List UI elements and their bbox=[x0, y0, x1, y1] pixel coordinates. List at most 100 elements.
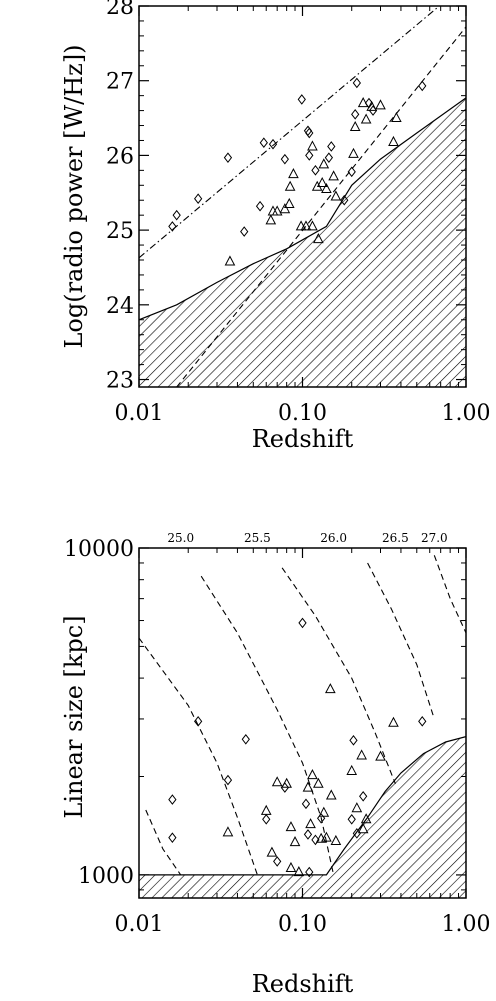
bottom-triangle-point-17 bbox=[325, 789, 337, 800]
bottom-diamond-point-15 bbox=[347, 813, 356, 825]
bottom-contour-label-2: 26.0 bbox=[320, 531, 347, 545]
top-y-tick-label-3: 26 bbox=[106, 144, 134, 169]
bottom-x-tick-label-2: 1.00 bbox=[442, 912, 491, 937]
bottom-y-tick-label-0: 1000 bbox=[78, 864, 134, 889]
top-triangle-point-18 bbox=[330, 190, 342, 201]
top-diamond-point-18 bbox=[351, 109, 360, 120]
bottom-diamond-point-8 bbox=[298, 617, 307, 629]
bottom-triangle-point-6 bbox=[285, 861, 297, 872]
bottom-triangle-point-24 bbox=[375, 750, 386, 761]
top-triangle-point-11 bbox=[307, 140, 318, 151]
top-triangle-point-4 bbox=[279, 203, 291, 214]
bottom-y-tick-label-1: 10000 bbox=[64, 537, 134, 562]
bottom-contour-curve-4 bbox=[367, 562, 435, 720]
bottom-diamond-point-14 bbox=[349, 735, 358, 746]
top-diamond-point-7 bbox=[268, 138, 278, 150]
top-x-tick-label-2: 1.00 bbox=[442, 401, 491, 426]
top-triangle-point-10 bbox=[307, 220, 318, 231]
bottom-diamond-point-0 bbox=[168, 794, 177, 805]
bottom-triangle-point-16 bbox=[325, 683, 336, 694]
bottom-triangle-point-21 bbox=[356, 749, 367, 760]
bottom-triangle-point-20 bbox=[351, 802, 363, 813]
bottom-contour-curve-0 bbox=[145, 809, 182, 876]
bottom-triangle-point-15 bbox=[321, 831, 332, 842]
top-diamond-point-5 bbox=[255, 200, 265, 212]
bottom-contour-label-4: 27.0 bbox=[421, 531, 448, 545]
top-triangle-point-7 bbox=[288, 168, 299, 179]
top-x-axis-title: Redshift bbox=[252, 425, 354, 453]
top-triangle-point-0 bbox=[224, 255, 236, 266]
top-triangle-point-13 bbox=[313, 233, 324, 244]
top-diamond-point-0 bbox=[168, 221, 177, 232]
top-diamond-point-13 bbox=[311, 165, 320, 176]
bottom-contour-curve-2 bbox=[200, 575, 335, 876]
bottom-triangle-point-14 bbox=[318, 806, 330, 817]
top-y-axis-title: Log(radio power [W/Hz]) bbox=[60, 44, 88, 348]
top-triangle-point-22 bbox=[360, 113, 372, 124]
bottom-triangle-point-19 bbox=[346, 764, 358, 775]
bottom-contour-label-0: 25.0 bbox=[167, 531, 194, 545]
top-triangle-point-6 bbox=[284, 180, 296, 191]
bottom-triangle-point-10 bbox=[305, 818, 316, 829]
bottom-y-axis-title: Linear size [kpc] bbox=[60, 615, 88, 818]
bottom-diamond-point-11 bbox=[305, 866, 314, 878]
top-triangle-point-19 bbox=[348, 147, 359, 158]
bottom-contour-curve-5 bbox=[433, 555, 466, 634]
bottom-triangle-point-18 bbox=[330, 834, 342, 845]
top-diamond-point-15 bbox=[327, 141, 336, 152]
bottom-diamond-point-10 bbox=[303, 829, 313, 840]
top-triangle-point-20 bbox=[349, 120, 361, 132]
bottom-triangle-point-3 bbox=[271, 776, 283, 787]
top-triangle-point-12 bbox=[311, 180, 323, 191]
bottom-contour-label-1: 25.5 bbox=[244, 531, 271, 545]
top-hatched-region bbox=[139, 97, 466, 387]
top-diamond-point-17 bbox=[347, 166, 356, 178]
bottom-triangle-point-2 bbox=[266, 846, 278, 857]
bottom-diamond-point-12 bbox=[311, 834, 320, 846]
bottom-triangle-point-23 bbox=[360, 813, 372, 824]
top-triangle-point-16 bbox=[321, 182, 332, 194]
top-diamond-point-16 bbox=[340, 194, 349, 206]
bottom-diamond-point-1 bbox=[168, 832, 177, 843]
top-triangle-point-5 bbox=[283, 197, 295, 208]
bottom-triangle-point-8 bbox=[289, 836, 301, 847]
top-diamond-point-4 bbox=[240, 226, 249, 237]
top-triangle-point-21 bbox=[357, 97, 369, 108]
bottom-diamond-point-6 bbox=[273, 856, 282, 867]
top-diamond-point-12 bbox=[305, 150, 314, 161]
bottom-diamond-point-5 bbox=[262, 813, 271, 825]
top-y-tick-label-4: 27 bbox=[106, 70, 134, 95]
top-triangle-point-1 bbox=[265, 214, 277, 225]
top-diamond-point-22 bbox=[418, 80, 427, 92]
bottom-contour-label-3: 26.5 bbox=[382, 531, 409, 545]
bottom-contour-curve-1 bbox=[139, 637, 258, 876]
top-x-tick-label-1: 0.10 bbox=[278, 401, 327, 426]
top-triangle-point-17 bbox=[328, 170, 339, 181]
top-triangle-point-3 bbox=[271, 205, 283, 216]
bottom-diamond-point-13 bbox=[316, 812, 326, 824]
bottom-triangle-point-9 bbox=[302, 781, 314, 792]
top-y-tick-label-2: 25 bbox=[106, 219, 134, 244]
bottom-x-tick-label-1: 0.10 bbox=[278, 912, 327, 937]
top-diamond-point-2 bbox=[194, 193, 203, 205]
chart-top: 0.01 0.10 1.00 23 24 25 26 27 28 Redshift Log(ra… bbox=[60, 0, 490, 453]
bottom-triangle-point-1 bbox=[260, 804, 272, 815]
top-boundary-line bbox=[139, 97, 466, 321]
top-triangle-point-9 bbox=[300, 220, 312, 231]
top-diamond-point-8 bbox=[280, 153, 289, 165]
bottom-triangle-point-7 bbox=[293, 866, 305, 877]
bottom-contour-curve-3 bbox=[281, 567, 396, 785]
bottom-triangle-point-12 bbox=[313, 777, 324, 788]
bottom-x-axis-title: Redshift bbox=[252, 970, 354, 998]
bottom-x-tick-label-0: 0.01 bbox=[115, 912, 164, 937]
bottom-diamond-point-18 bbox=[418, 716, 427, 727]
bottom-diamond-point-9 bbox=[301, 798, 311, 810]
top-diamond-point-9 bbox=[297, 94, 306, 105]
top-diamond-point-19 bbox=[352, 77, 361, 89]
top-diamond-point-6 bbox=[259, 137, 268, 149]
top-x-tick-label-0: 0.01 bbox=[115, 401, 164, 426]
bottom-triangle-point-22 bbox=[357, 823, 369, 834]
bottom-triangle-point-5 bbox=[285, 821, 297, 832]
bottom-triangle-point-11 bbox=[307, 769, 318, 780]
bottom-hatched-region bbox=[139, 736, 466, 898]
